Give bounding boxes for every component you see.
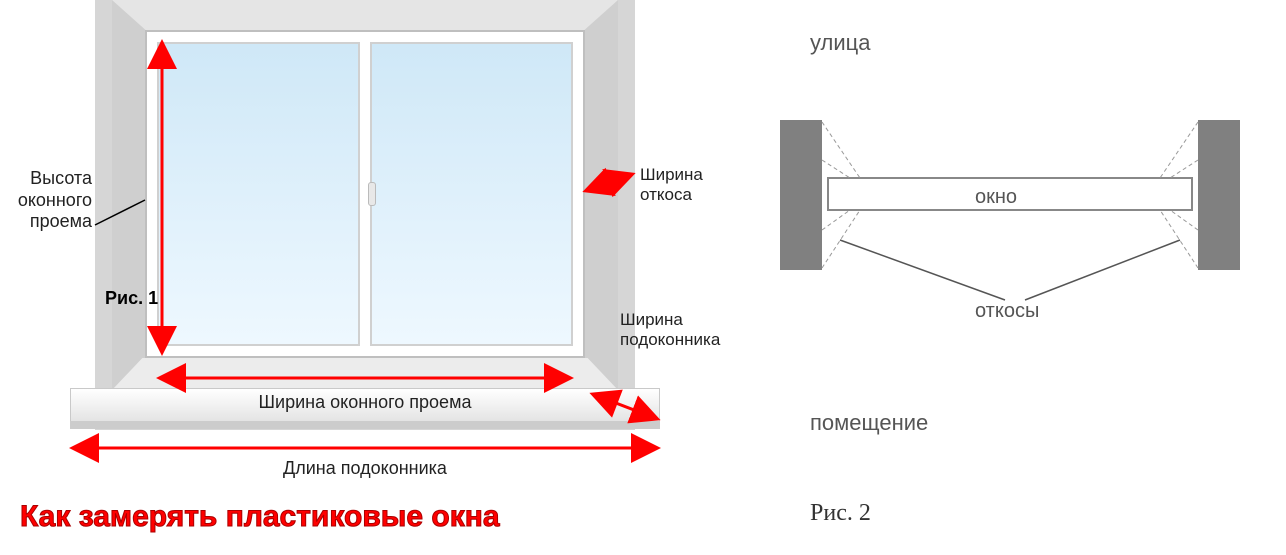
label-slopes: откосы [975, 300, 1039, 323]
label-sill-length: Длина подоконника [200, 458, 530, 480]
sash-left [157, 42, 360, 346]
wall-right [1198, 120, 1240, 270]
reveal-top [112, 0, 618, 30]
window-frame [145, 30, 585, 358]
figure-2: улица окно откосы помещение Рис. 2 [740, 0, 1286, 555]
handle-icon [368, 182, 376, 206]
label-sill-width: Ширинаподоконника [620, 310, 740, 351]
reveal-bottom [112, 358, 618, 390]
label-inside: помещение [810, 410, 928, 436]
windowsill-front [70, 421, 660, 429]
figure-1-number: Рис. 1 [105, 288, 158, 309]
reveal-right [583, 0, 618, 390]
diagram-title: Как замерять пластиковые окна [20, 500, 500, 534]
plan-view-diagram [780, 100, 1250, 370]
sash-right [370, 42, 573, 346]
label-window: окно [975, 186, 1017, 209]
figure-1: Высотаоконногопроема Ширина оконного про… [0, 0, 740, 555]
figure-2-number: Рис. 2 [810, 500, 871, 527]
reveal-left [112, 0, 147, 390]
label-slope-width: Ширинаоткоса [640, 165, 735, 206]
label-height: Высотаоконногопроема [0, 168, 92, 233]
label-width: Ширина оконного проема [200, 392, 530, 414]
label-outside: улица [810, 30, 870, 56]
wall-left [780, 120, 822, 270]
